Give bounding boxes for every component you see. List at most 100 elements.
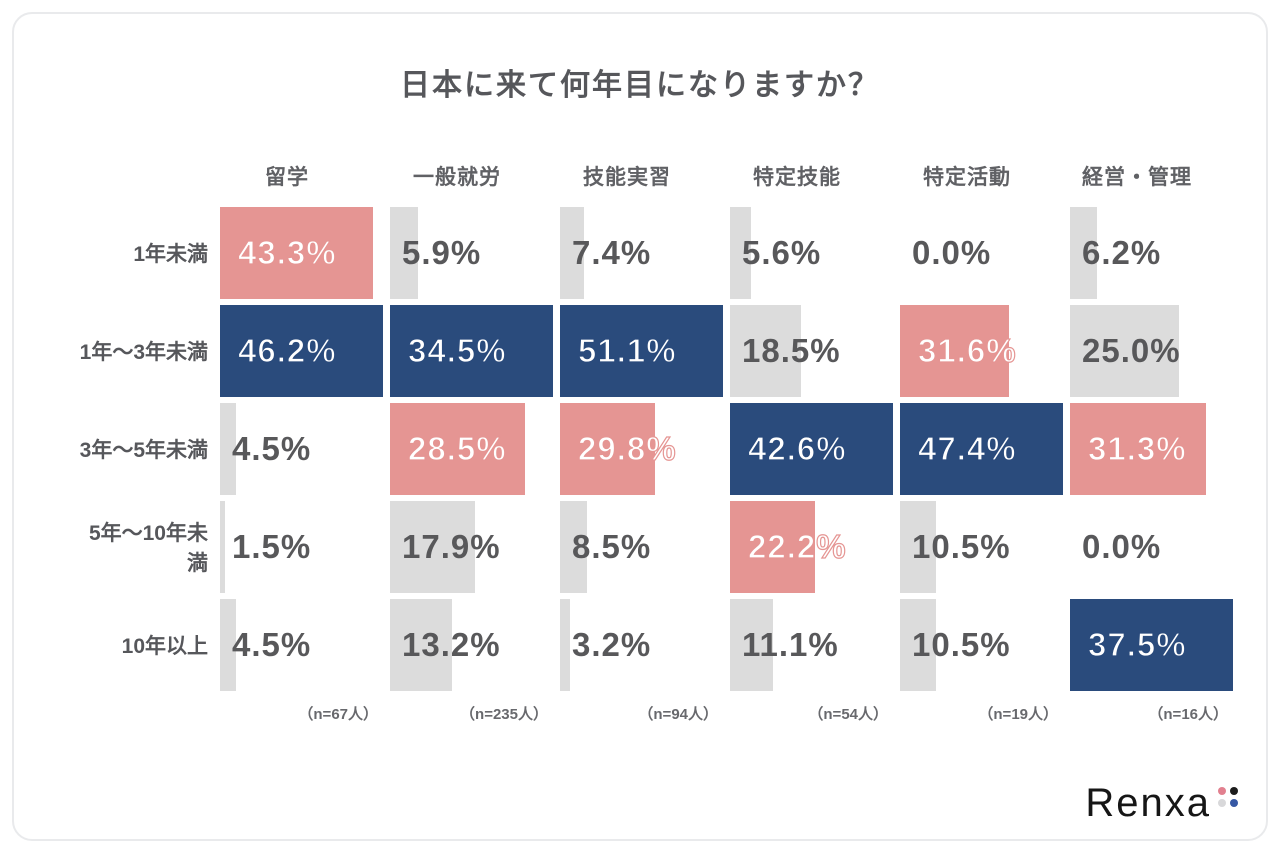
chart-cell: 31.3% xyxy=(1070,403,1240,495)
column-header-4: 特定活動 xyxy=(923,166,1011,189)
value-label: 3.2% xyxy=(572,626,652,663)
n-row-spacer xyxy=(70,697,220,733)
chart-cell: 34.5% xyxy=(390,305,560,397)
value-label: 25.0% xyxy=(1082,332,1181,369)
value-label: 29.8% xyxy=(577,429,677,467)
chart-cell: 5.9% xyxy=(390,207,560,299)
chart-cell: 8.5% xyxy=(560,501,730,593)
value-label: 5.9% xyxy=(402,234,482,271)
chart-cell: 46.2% xyxy=(220,305,390,397)
row-label-1: 1年〜3年未満 xyxy=(79,341,208,364)
logo-dot-grid xyxy=(1218,787,1238,807)
value-label: 22.2% xyxy=(747,527,847,565)
value-label: 13.2% xyxy=(402,626,501,663)
value-label: 10.5% xyxy=(912,626,1011,663)
value-label: 11.1% xyxy=(742,626,839,663)
logo-dot xyxy=(1230,787,1238,795)
chart-cell: 28.5% xyxy=(390,403,560,495)
row-label-0: 1年未満 xyxy=(133,243,208,266)
value-label: 28.5% xyxy=(407,429,507,467)
sample-size-label-4: （n=19人） xyxy=(978,706,1058,723)
bar-segment xyxy=(1070,305,1179,397)
sample-size-label-5: （n=16人） xyxy=(1148,706,1228,723)
value-label: 17.9% xyxy=(402,528,501,565)
chart-cell: 3.2% xyxy=(560,599,730,691)
column-header-1: 一般就労 xyxy=(413,166,501,189)
chart-cell: 0.0% xyxy=(1070,501,1240,593)
value-label: 6.2% xyxy=(1082,234,1162,271)
column-header-5: 経営・管理 xyxy=(1082,166,1192,189)
chart-cell: 10.5% xyxy=(900,599,1070,691)
bar-segment xyxy=(730,207,752,299)
bar-segment xyxy=(900,403,1064,495)
value-label: 5.6% xyxy=(742,234,822,271)
bar-segment xyxy=(1070,403,1207,495)
row-label-3: 5年〜10年未満 xyxy=(88,522,208,575)
value-label: 46.2% xyxy=(237,331,337,369)
sample-size-label-3: （n=54人） xyxy=(808,706,888,723)
chart-cell: 6.2% xyxy=(1070,207,1240,299)
chart-cell: 0.0% xyxy=(900,207,1070,299)
value-label: 1.5% xyxy=(232,528,312,565)
value-label: 4.5% xyxy=(232,430,312,467)
chart-cell: 25.0% xyxy=(1070,305,1240,397)
row-label-4: 10年以上 xyxy=(121,635,208,658)
chart-cell: 11.1% xyxy=(730,599,900,691)
value-label: 31.3% xyxy=(1087,429,1187,467)
chart-cell: 51.1% xyxy=(560,305,730,397)
bar-segment xyxy=(730,403,894,495)
bar-segment xyxy=(560,207,584,299)
chart-grid: 留学 一般就労 技能実習 特定技能 特定活動 経営・管理 1年未満 43.3% 5.9% 7.4%… xyxy=(70,154,1240,733)
corner-spacer xyxy=(70,154,220,201)
chart-cell: 43.3% xyxy=(220,207,390,299)
bar-segment xyxy=(390,501,475,593)
bar-segment xyxy=(730,599,773,691)
bar-segment xyxy=(390,599,453,691)
bar-segment xyxy=(390,305,554,397)
bar-segment xyxy=(560,403,656,495)
bar-segment xyxy=(390,403,525,495)
chart-cell: 29.8% xyxy=(560,403,730,495)
chart-cell: 42.6% xyxy=(730,403,900,495)
value-label: 0.0% xyxy=(1082,528,1162,565)
value-label: 34.5% xyxy=(407,331,507,369)
chart-cell: 10.5% xyxy=(900,501,1070,593)
bar-segment xyxy=(220,207,373,299)
value-label: 4.5% xyxy=(232,626,312,663)
bar-segment xyxy=(730,501,815,593)
value-label: 18.5% xyxy=(742,332,841,369)
renxa-logo: Renxa xyxy=(1085,783,1238,823)
chart-cell: 31.6% xyxy=(900,305,1070,397)
bar-segment xyxy=(220,305,384,397)
bar-segment xyxy=(900,599,937,691)
logo-text: Renxa xyxy=(1085,781,1211,825)
bar-segment xyxy=(220,501,226,593)
row-label-2: 3年〜5年未満 xyxy=(79,439,208,462)
chart-cell: 4.5% xyxy=(220,403,390,495)
bar-segment xyxy=(1070,207,1098,299)
bar-segment xyxy=(220,599,236,691)
value-label: 7.4% xyxy=(572,234,652,271)
column-header-3: 特定技能 xyxy=(753,166,841,189)
chart-cell: 17.9% xyxy=(390,501,560,593)
value-label: 51.1% xyxy=(577,331,677,369)
sample-size-label-2: （n=94人） xyxy=(638,706,718,723)
bar-segment xyxy=(560,305,724,397)
bar-segment xyxy=(390,207,418,299)
logo-dot xyxy=(1230,799,1238,807)
chart-cell: 4.5% xyxy=(220,599,390,691)
bar-segment xyxy=(900,305,1009,397)
bar-segment xyxy=(560,599,571,691)
chart-cell: 18.5% xyxy=(730,305,900,397)
chart-card: 日本に来て何年目になりますか？ 留学 一般就労 技能実習 特定技能 特定活動 経営・管理 1… xyxy=(12,12,1268,841)
chart-cell: 13.2% xyxy=(390,599,560,691)
value-label: 43.3% xyxy=(237,233,337,271)
sample-size-label-0: （n=67人） xyxy=(298,706,378,723)
value-label: 47.4% xyxy=(917,429,1017,467)
chart-cell: 1.5% xyxy=(220,501,390,593)
column-header-0: 留学 xyxy=(265,166,309,189)
chart-cell: 37.5% xyxy=(1070,599,1240,691)
chart-cell: 7.4% xyxy=(560,207,730,299)
sample-size-label-1: （n=235人） xyxy=(460,706,548,723)
value-label: 31.6% xyxy=(917,331,1017,369)
